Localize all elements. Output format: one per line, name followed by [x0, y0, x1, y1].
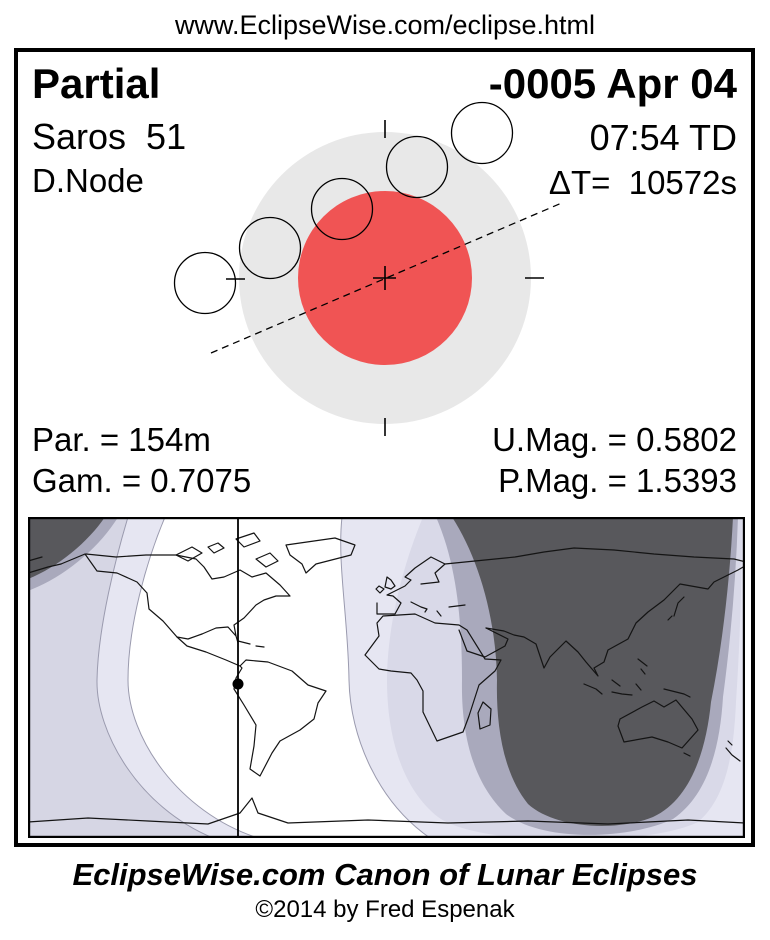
moon-disk-4 — [385, 135, 449, 199]
moon-disk-3 — [310, 177, 374, 241]
map-frame — [28, 517, 745, 838]
sublunar-point-dot — [232, 678, 244, 690]
moon-path-disks — [173, 101, 514, 315]
delta-t-label: ΔT= 10572s — [548, 164, 737, 201]
moon-disk-2 — [238, 216, 302, 280]
moon-disk-5 — [450, 101, 514, 165]
moon-disk-1 — [173, 251, 237, 315]
no-eclipse-region — [452, 517, 733, 826]
eclipse-card-border — [14, 48, 755, 847]
visibility-world-map — [28, 517, 745, 838]
site-url-caption: www.EclipseWise.com/eclipse.html — [174, 10, 596, 40]
partial-duration-stat: Par. = 154m — [32, 421, 211, 458]
eclipse-time-label: 07:54 TD — [589, 117, 737, 158]
penumbral-magnitude-stat: P.Mag. = 1.5393 — [498, 462, 737, 499]
gamma-stat: Gam. = 0.7075 — [32, 462, 252, 499]
no-eclipse-wedge — [28, 517, 105, 579]
saros-label: Saros 51 — [32, 116, 187, 157]
shadow-center-cross — [373, 266, 396, 290]
visibility-band-left-outer — [28, 517, 214, 838]
node-label: D.Node — [32, 162, 144, 199]
umbral-magnitude-stat: U.Mag. = 0.5802 — [492, 421, 737, 458]
eclipse-date-label: -0005 Apr 04 — [488, 60, 737, 107]
eclipse-type-label: Partial — [32, 60, 161, 107]
shadow-diagram — [173, 101, 565, 436]
ecliptic-dashed-line — [210, 201, 565, 354]
antarctica-outline — [28, 797, 745, 825]
copyright-label: ©2014 by Fred Espenak — [255, 896, 515, 923]
canon-title: EclipseWise.com Canon of Lunar Eclipses — [72, 857, 698, 892]
continent-outlines — [28, 532, 745, 825]
